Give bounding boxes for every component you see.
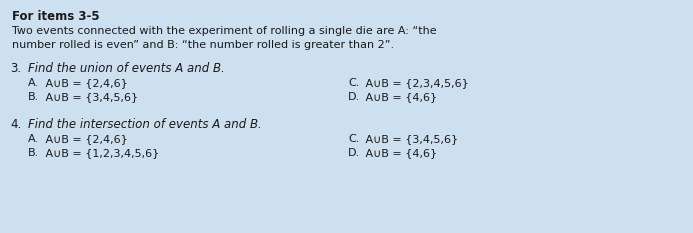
Text: A∪B = {2,4,6}: A∪B = {2,4,6} xyxy=(42,134,128,144)
Text: A∪B = {4,6}: A∪B = {4,6} xyxy=(362,148,437,158)
Text: A∪B = {4,6}: A∪B = {4,6} xyxy=(362,92,437,102)
Text: A∪B = {1,2,3,4,5,6}: A∪B = {1,2,3,4,5,6} xyxy=(42,148,159,158)
Text: Find the union of events A and B.: Find the union of events A and B. xyxy=(28,62,225,75)
Text: A.: A. xyxy=(28,134,39,144)
Text: A∪B = {3,4,5,6}: A∪B = {3,4,5,6} xyxy=(42,92,138,102)
Text: 3.: 3. xyxy=(10,62,21,75)
Text: C.: C. xyxy=(348,134,360,144)
Text: D.: D. xyxy=(348,148,360,158)
Text: Two events connected with the experiment of rolling a single die are A: “the: Two events connected with the experiment… xyxy=(12,26,437,36)
Text: D.: D. xyxy=(348,92,360,102)
Text: B.: B. xyxy=(28,92,40,102)
Text: B.: B. xyxy=(28,148,40,158)
Text: C.: C. xyxy=(348,78,360,88)
Text: Find the intersection of events A and B.: Find the intersection of events A and B. xyxy=(28,118,262,131)
Text: A∪B = {2,3,4,5,6}: A∪B = {2,3,4,5,6} xyxy=(362,78,468,88)
Text: A.: A. xyxy=(28,78,39,88)
Text: 4.: 4. xyxy=(10,118,21,131)
Text: A∪B = {3,4,5,6}: A∪B = {3,4,5,6} xyxy=(362,134,458,144)
Text: For items 3-5: For items 3-5 xyxy=(12,10,100,23)
Text: A∪B = {2,4,6}: A∪B = {2,4,6} xyxy=(42,78,128,88)
Text: number rolled is even” and B: “the number rolled is greater than 2”.: number rolled is even” and B: “the numbe… xyxy=(12,40,394,50)
